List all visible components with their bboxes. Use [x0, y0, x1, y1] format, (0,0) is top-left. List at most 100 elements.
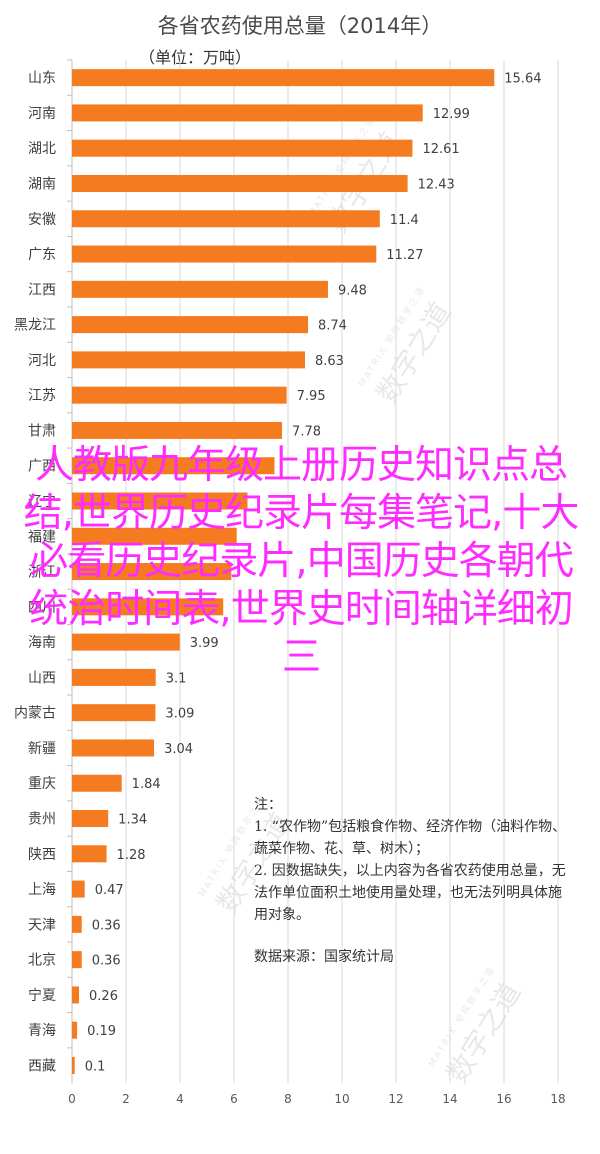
data-label: 15.64 — [504, 72, 541, 87]
bar — [72, 316, 308, 334]
bar — [72, 351, 306, 369]
x-tick-label: 12 — [388, 1092, 403, 1106]
data-label: 12.61 — [422, 142, 459, 157]
note-item-2: 2. 因数据缺失，以上内容为各省农药使用总量，无法作单位面积土地使用量处理，也无… — [254, 863, 566, 923]
category-label: 贵州 — [28, 812, 56, 828]
x-tick-label: 18 — [550, 1092, 565, 1106]
category-label: 河北 — [28, 353, 56, 369]
data-label: 7.95 — [297, 389, 326, 404]
data-label: 0.26 — [89, 989, 118, 1004]
note-item-1: 1. “农作物”包括粮食作物、经济作物（油料作物、蔬菜作物、花、草、树木）； — [254, 819, 567, 857]
data-label: 7.78 — [292, 424, 321, 439]
bar — [72, 810, 109, 828]
bar — [72, 280, 328, 298]
category-label: 湖北 — [28, 141, 56, 157]
x-tick-label: 2 — [122, 1092, 130, 1106]
data-label: 8.74 — [318, 319, 347, 334]
bar — [72, 421, 283, 439]
category-label: 新疆 — [28, 741, 56, 757]
data-label: 0.1 — [85, 1059, 106, 1074]
bar — [72, 210, 380, 228]
note-source: 数据来源：国家统计局 — [254, 949, 394, 965]
data-label: 0.36 — [92, 954, 121, 969]
category-label: 浙江 — [28, 565, 56, 581]
bar — [72, 174, 408, 192]
bar — [72, 951, 82, 969]
data-label: 0.36 — [92, 918, 121, 933]
x-tick-label: 4 — [176, 1092, 184, 1106]
category-label: 内蒙古 — [14, 706, 56, 722]
bar — [72, 386, 287, 404]
bar — [72, 69, 495, 87]
data-label: 11.27 — [386, 248, 423, 263]
bar — [72, 739, 155, 757]
bar — [72, 774, 122, 792]
x-tick-label: 0 — [68, 1092, 76, 1106]
data-label: 3.04 — [164, 742, 193, 757]
category-label: 安徽 — [28, 212, 56, 228]
bar — [72, 1021, 78, 1039]
data-label: 11.4 — [390, 213, 419, 228]
bar — [72, 880, 85, 898]
category-label: 北京 — [28, 953, 56, 969]
data-label: 1.84 — [132, 777, 161, 792]
bar — [72, 598, 224, 616]
bar — [72, 915, 82, 933]
data-label: 3.09 — [165, 707, 194, 722]
bar — [72, 245, 377, 263]
category-label: 海南 — [28, 635, 56, 651]
note-heading: 注： — [254, 797, 282, 813]
category-label: 青海 — [28, 1023, 56, 1039]
overlay-caption: 人教版九年级上册历史知识点总结,世界历史纪录片每集笔记,十大必看历史纪录片,中国… — [23, 443, 580, 680]
data-label: 1.28 — [117, 848, 146, 863]
x-tick-label: 10 — [334, 1092, 349, 1106]
chart-subtitle: （单位：万吨） — [138, 48, 251, 67]
bar — [72, 986, 80, 1004]
bar — [72, 704, 156, 722]
category-label: 湖南 — [28, 176, 56, 192]
bar — [72, 139, 413, 157]
bar — [72, 668, 156, 686]
category-label: 山东 — [28, 71, 56, 87]
bar — [72, 527, 237, 545]
chart-note: 注： 1. “农作物”包括粮食作物、经济作物（油料作物、蔬菜作物、花、草、树木）… — [254, 794, 574, 968]
x-tick-label: 8 — [284, 1092, 292, 1106]
category-label: 广西 — [28, 459, 56, 475]
bar — [72, 492, 248, 510]
data-label: 0.19 — [87, 1024, 116, 1039]
x-tick-label: 16 — [496, 1092, 511, 1106]
data-label: 1.34 — [118, 813, 147, 828]
category-label: 西藏 — [28, 1058, 56, 1074]
category-label: 天津 — [28, 917, 56, 933]
data-label: 8.63 — [315, 354, 344, 369]
category-label: 福建 — [28, 529, 56, 545]
data-label: 3.99 — [190, 636, 219, 651]
data-label: 12.43 — [418, 177, 455, 192]
category-label: 辽宁 — [28, 493, 56, 510]
category-label: 江西 — [28, 282, 56, 298]
category-label: 广东 — [28, 247, 56, 263]
bar — [72, 104, 423, 122]
data-label: 3.1 — [166, 671, 187, 686]
bar — [72, 563, 232, 581]
category-label: 四川 — [28, 600, 56, 616]
category-label: 上海 — [28, 882, 56, 898]
bar — [72, 633, 180, 651]
bar — [72, 845, 107, 863]
x-tick-label: 14 — [442, 1092, 457, 1106]
x-tick-label: 6 — [230, 1092, 238, 1106]
category-label: 黑龙江 — [14, 318, 56, 334]
category-label: 陕西 — [28, 847, 56, 863]
bar — [72, 1056, 75, 1074]
data-label: 0.47 — [95, 883, 124, 898]
category-label: 河南 — [28, 106, 56, 122]
data-label: 9.48 — [338, 283, 367, 298]
chart-title: 各省农药使用总量（2014年） — [157, 14, 443, 38]
category-label: 江苏 — [28, 388, 56, 404]
category-label: 甘肃 — [28, 423, 56, 439]
category-label: 宁夏 — [28, 987, 56, 1004]
category-label: 山西 — [28, 670, 56, 686]
data-label: 12.99 — [433, 107, 470, 122]
bar — [72, 457, 275, 475]
